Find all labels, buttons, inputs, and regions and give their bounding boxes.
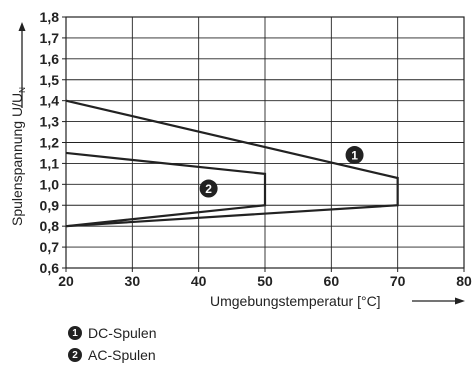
series-badge-2 [199, 179, 218, 198]
x-tick-label: 60 [324, 273, 340, 289]
legend-badge-2: 2 [68, 348, 82, 362]
y-tick-label: 1,0 [40, 176, 60, 192]
y-tick-label: 0,6 [40, 260, 60, 276]
grid [65, 16, 465, 269]
series-lines [65, 99, 399, 228]
y-tick-label: 1,4 [40, 93, 60, 109]
y-axis-title: Spulenspannung U/UN [9, 87, 27, 226]
plot-frame [65, 16, 465, 269]
x-tick-label: 80 [456, 273, 472, 289]
y-tick-label: 0,8 [40, 218, 60, 234]
x-axis-title: Umgebungstemperatur [°C] [210, 293, 381, 309]
x-tick-label: 20 [58, 273, 74, 289]
legend-label-dc: DC-Spulen [88, 325, 157, 341]
y-axis-title-arrowhead [18, 22, 26, 31]
y-tick-label: 1,3 [40, 114, 60, 130]
y-tick-label: 1,5 [40, 72, 60, 88]
y-tick-label: 1,6 [40, 51, 60, 67]
y-axis-title-text: Spulenspannung U/U [9, 93, 25, 226]
y-tick-label: 1,1 [40, 155, 60, 171]
x-axis-title-arrowhead [455, 297, 465, 305]
y-tick-label: 1,2 [40, 135, 60, 151]
axes [62, 16, 465, 272]
chart: 12 0,60,70,80,91,01,11,21,31,41,51,61,71… [9, 9, 472, 309]
y-tick-label: 0,7 [40, 239, 60, 255]
x-tick-label: 30 [125, 273, 141, 289]
series-badge-label-2: 2 [205, 182, 212, 196]
y-tick-label: 1,7 [40, 30, 60, 46]
series-badges: 12 [199, 146, 364, 198]
legend-item-ac: 2 AC-Spulen [68, 344, 156, 366]
x-tick-label: 50 [257, 273, 273, 289]
series-line-2 [65, 151, 267, 228]
y-tick-label: 1,8 [40, 9, 60, 25]
series-line-1 [65, 99, 399, 228]
legend-badge-1: 1 [68, 326, 82, 340]
series-badge-1 [345, 146, 364, 165]
x-tick-label: 40 [191, 273, 207, 289]
legend-label-ac: AC-Spulen [88, 347, 156, 363]
x-tick-label: 70 [390, 273, 406, 289]
legend-item-dc: 1 DC-Spulen [68, 322, 156, 344]
legend: 1 DC-Spulen 2 AC-Spulen [68, 322, 156, 366]
series-badge-label-1: 1 [351, 149, 358, 163]
y-tick-label: 0,9 [40, 197, 60, 213]
tick-labels: 0,6 0,7 0,8 0,9 1,0 1,1 1,2 1,3 1,4 1,5 1,6 1,7 1,8 2… [40, 9, 472, 289]
